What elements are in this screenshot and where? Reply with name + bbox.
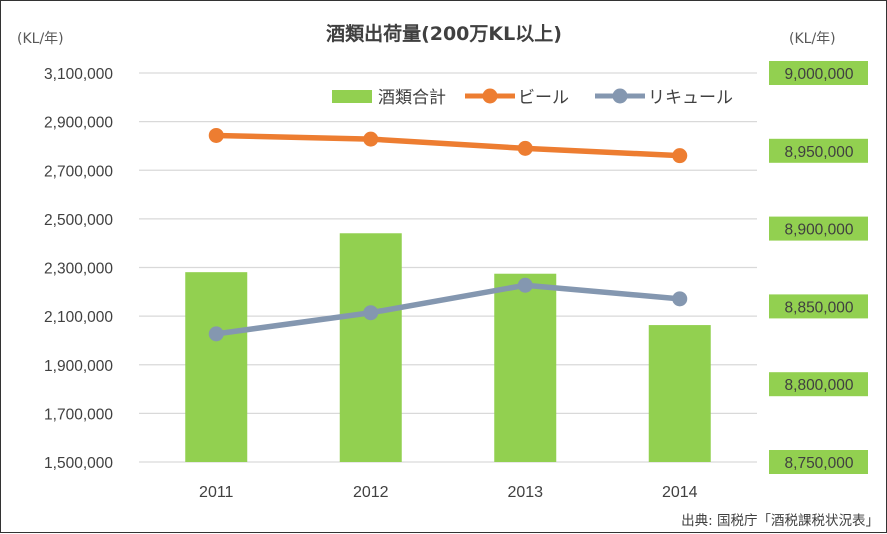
line-liqueur (213, 282, 683, 337)
legend-label-total: 酒類合計 (378, 88, 446, 108)
left-axis-tick-label: 2,700,000 (44, 163, 113, 180)
right-axis-tick-label: 8,750,000 (785, 455, 854, 472)
right-axis-tick-label: 8,950,000 (785, 144, 854, 161)
right-axis-tick-bg (769, 138, 868, 163)
legend-marker-beer (482, 88, 498, 104)
left-axis-tick-label: 1,500,000 (44, 455, 113, 472)
legend-label-beer: ビール (518, 88, 569, 108)
right-axis-tick-bg (769, 450, 868, 474)
point-liqueur-2012 (363, 305, 379, 321)
left-axis-unit-label: (KL/年) (17, 31, 64, 47)
right-axis-tick-bg (769, 61, 868, 85)
source-note: 出典: 国税庁「酒税課税状況表」 (681, 513, 879, 529)
legend-label-liqueur: リキュール (648, 88, 733, 108)
x-axis-ticks: 2011 2012 2013 2014 (199, 484, 698, 501)
right-axis-tick-bg (769, 372, 868, 397)
bar-total-2014 (648, 325, 711, 462)
point-beer-2014 (672, 148, 688, 164)
left-axis-tick-label: 1,900,000 (44, 358, 113, 375)
bar-total-2011 (185, 272, 248, 462)
right-axis-ticks: 9,000,000 8,950,000 8,900,000 8,850,000 8,80… (769, 61, 868, 474)
line-layer (208, 127, 688, 342)
left-axis-tick-label: 2,500,000 (44, 212, 113, 229)
right-axis-unit-label: (KL/年) (789, 31, 836, 47)
x-axis-tick-label: 2013 (507, 484, 543, 501)
x-axis-tick-label: 2011 (199, 484, 234, 501)
legend-swatch-total (332, 90, 372, 103)
left-axis-tick-label: 3,100,000 (44, 66, 113, 83)
point-beer-2011 (208, 127, 224, 143)
left-axis-tick-label: 2,100,000 (44, 309, 113, 326)
point-liqueur-2011 (208, 326, 224, 342)
right-axis-tick-label: 8,850,000 (785, 299, 854, 316)
chart-title: 酒類出荷量(200万KL以上) (326, 22, 562, 45)
point-beer-2013 (517, 140, 533, 156)
bar-total-2012 (339, 233, 402, 462)
legend: 酒類合計 ビール リキュール (332, 88, 733, 108)
bar-layer (185, 233, 711, 462)
left-axis-tick-label: 1,700,000 (44, 406, 113, 423)
point-liqueur-2014 (672, 291, 688, 307)
x-axis-tick-label: 2012 (353, 484, 389, 501)
point-beer-2012 (363, 131, 379, 147)
left-axis-tick-label: 2,300,000 (44, 261, 113, 278)
right-axis-tick-bg (769, 216, 868, 241)
right-axis-tick-bg (769, 294, 868, 319)
bar-total-2013 (494, 273, 557, 462)
x-axis-tick-label: 2014 (662, 484, 698, 501)
right-axis-tick-label: 8,900,000 (785, 222, 854, 239)
left-axis-tick-label: 2,900,000 (44, 115, 113, 132)
point-liqueur-2013 (517, 277, 533, 293)
right-axis-tick-label: 9,000,000 (785, 66, 854, 83)
legend-marker-liqueur (612, 88, 628, 104)
left-axis-ticks: 3,100,000 2,900,000 2,700,000 2,500,000 2,30… (44, 66, 113, 472)
right-axis-tick-label: 8,800,000 (785, 377, 854, 394)
line-beer (213, 132, 683, 159)
